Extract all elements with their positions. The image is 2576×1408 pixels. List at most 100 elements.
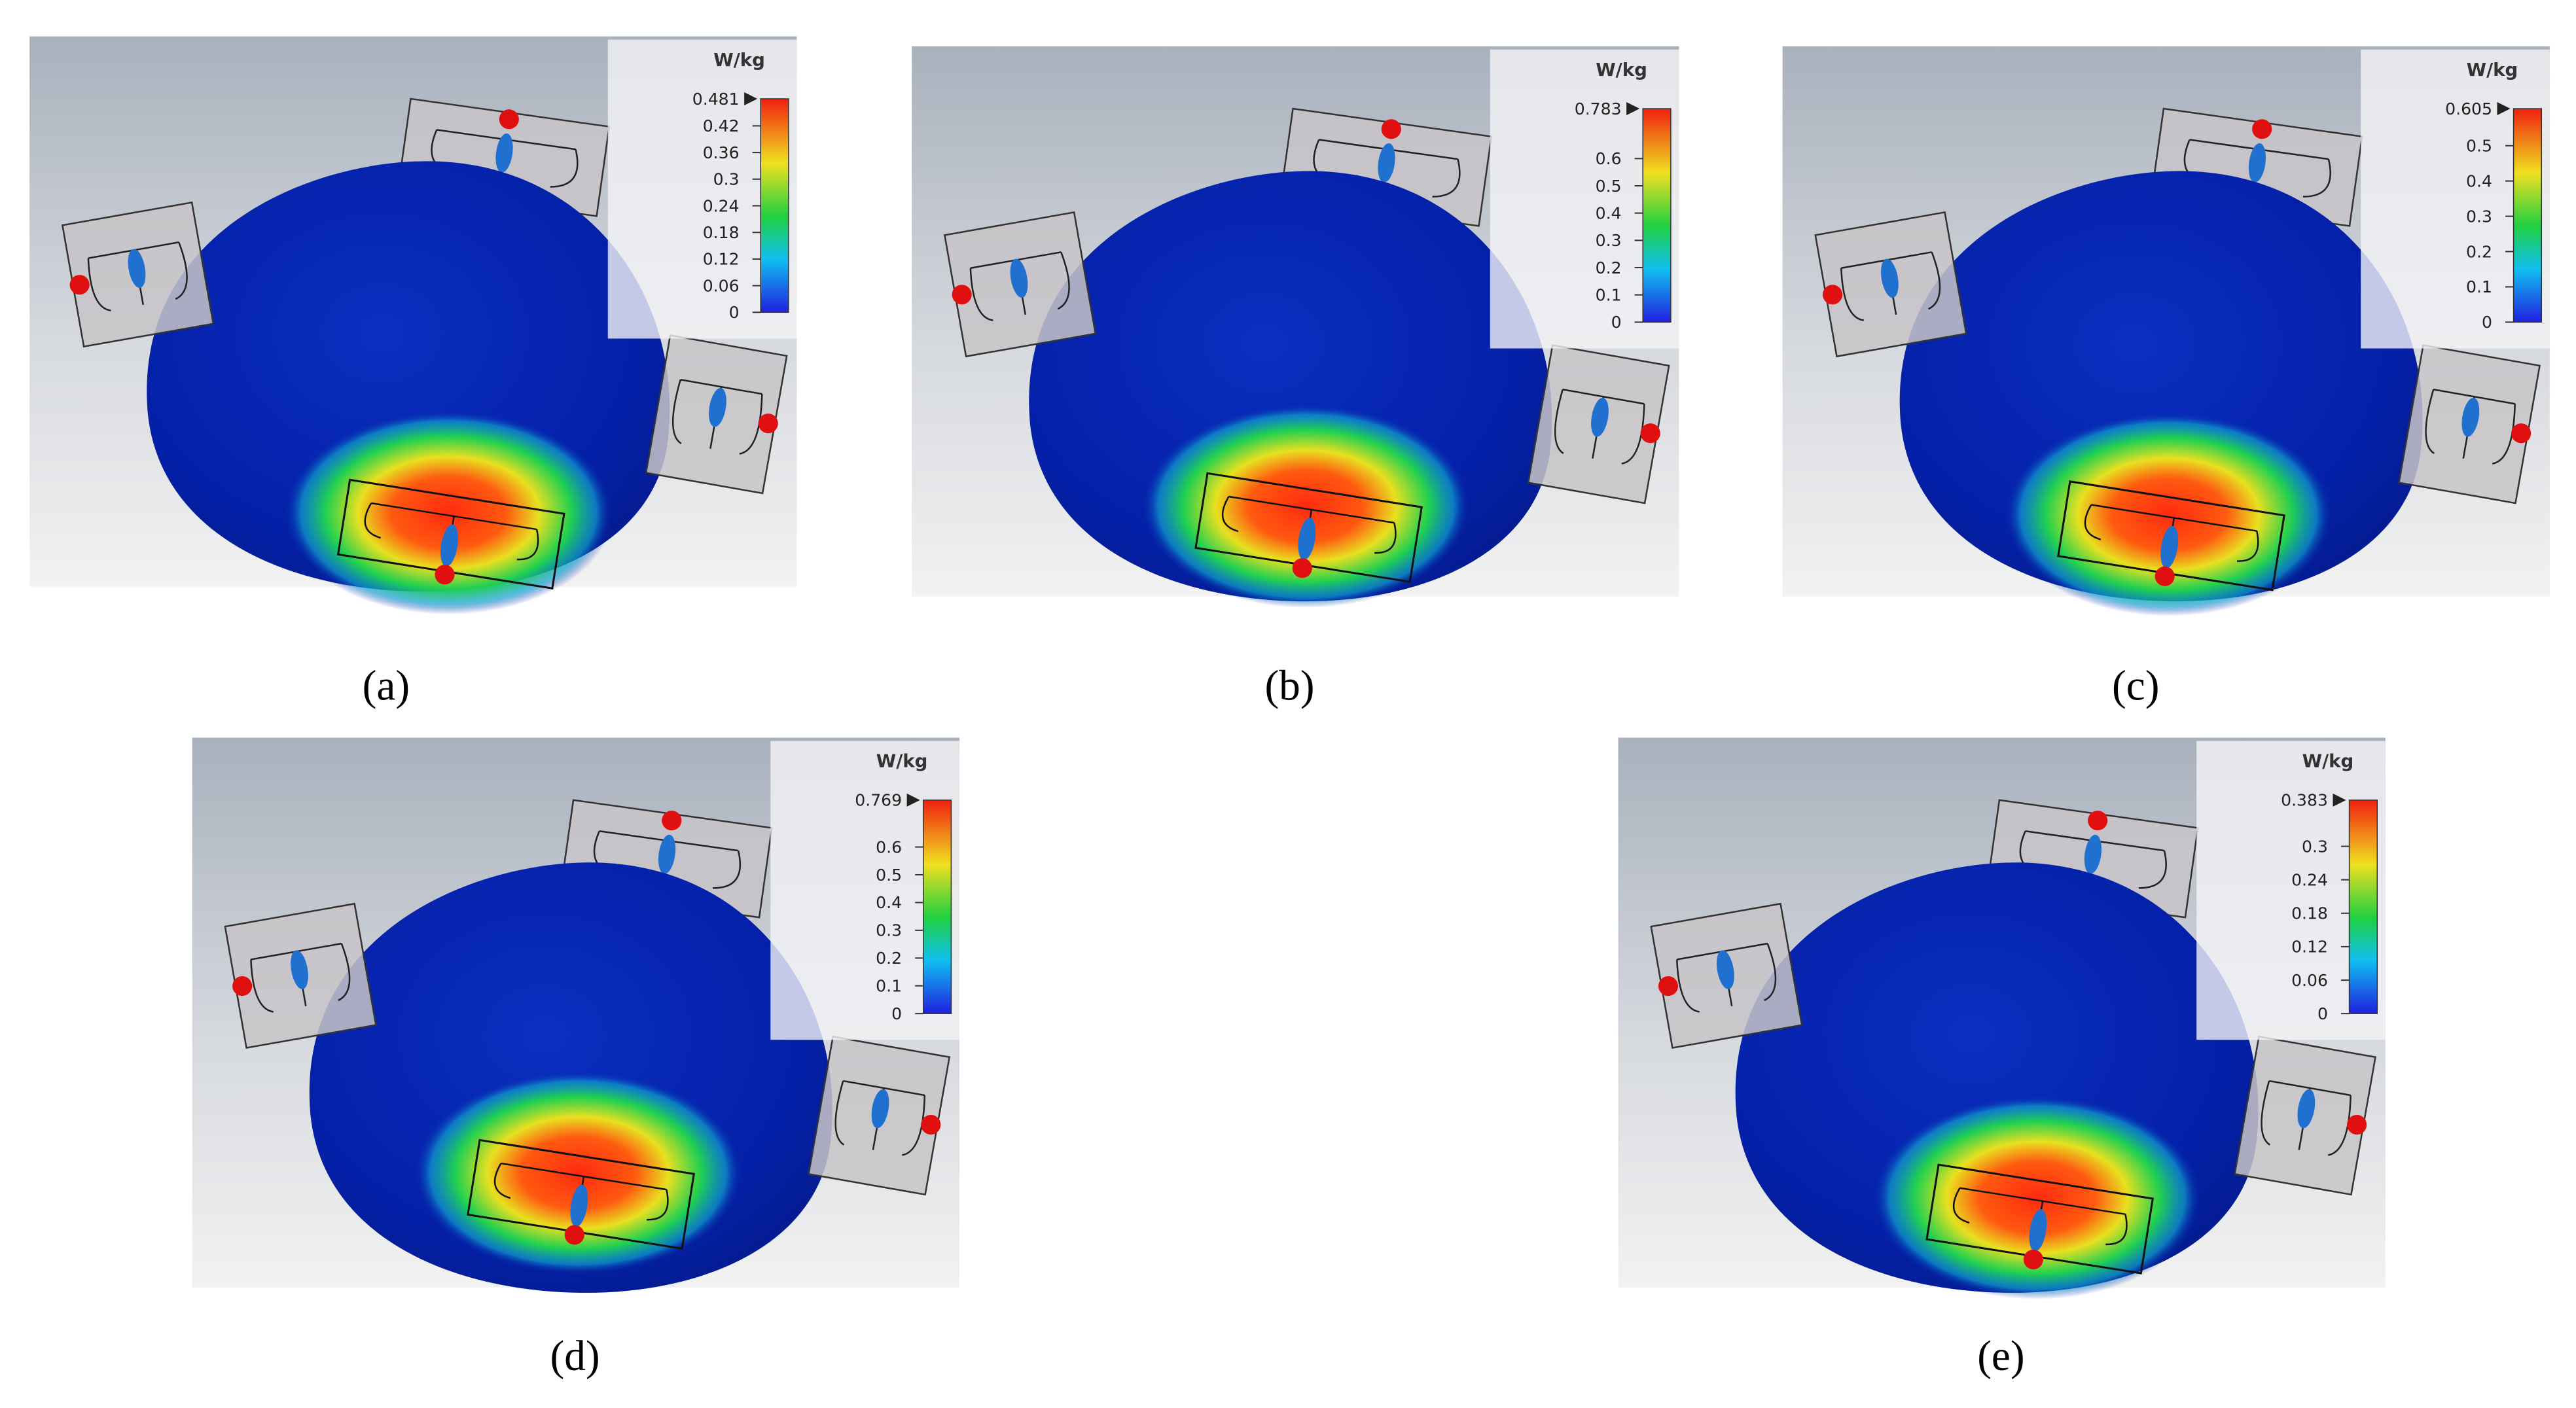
antenna-port <box>2511 423 2531 444</box>
sar-panel: W/kg 0.481 0.42 0.36 0.3 0.24 0.18 0.12 0.06 0 <box>29 36 797 615</box>
antenna-port <box>662 811 682 831</box>
antenna-port <box>2023 1249 2043 1270</box>
antenna <box>1925 1163 2155 1275</box>
antenna-port <box>564 1225 584 1245</box>
antenna-port <box>2347 1114 2367 1135</box>
antenna-feed <box>1378 143 1395 183</box>
antenna-port <box>1381 119 1401 139</box>
sar-panel: W/kg 0.605 0.5 0.4 0.3 0.2 0.1 0 <box>1782 46 2550 616</box>
antenna-port <box>435 565 455 585</box>
colorbar-tick-label: 0.4 <box>876 893 902 912</box>
colorbar-tick-label: 0.18 <box>2291 904 2328 923</box>
max-arrow <box>2497 102 2511 116</box>
antenna-port <box>2252 119 2272 139</box>
max-arrow <box>2333 793 2346 807</box>
panel-caption: (e) <box>1977 1333 2024 1380</box>
sar-hotspot <box>1141 404 1471 608</box>
sar-hotspot <box>414 1071 743 1275</box>
antenna-port <box>921 1114 941 1135</box>
colorbar-tick-label: 0.2 <box>876 949 902 968</box>
colorbar-unit: W/kg <box>2467 59 2518 80</box>
antenna <box>1814 211 1967 358</box>
colorbar-tick-label: 0.06 <box>703 276 740 295</box>
panel-caption: (c) <box>2112 663 2159 710</box>
panel-caption: (b) <box>1264 663 1314 710</box>
colorbar-max-label: 0.783 <box>1575 99 1622 118</box>
antenna-feed <box>2029 1209 2047 1252</box>
antenna <box>1650 902 1803 1049</box>
colorbar <box>2513 108 2543 323</box>
antenna-feed <box>1010 258 1028 298</box>
colorbar-tick-label: 0.4 <box>1596 203 1622 222</box>
antenna-feed <box>1298 518 1316 560</box>
colorbar-tick-label: 0.6 <box>876 837 902 856</box>
colorbar-tick-label: 0.3 <box>2302 837 2328 856</box>
colorbar-tick-label: 0 <box>1611 313 1622 332</box>
colorbar-tick-label: 0.4 <box>2466 171 2492 190</box>
colorbar-tick-label: 0.5 <box>876 866 902 885</box>
colorbar-tick-label: 0.42 <box>703 116 740 135</box>
max-arrow <box>1626 102 1640 116</box>
max-arrow <box>744 92 758 106</box>
antenna-feed <box>658 834 676 874</box>
colorbar-tick-label: 0.06 <box>2291 971 2328 990</box>
colorbar-tick-label: 0.18 <box>703 223 740 242</box>
antenna-port <box>499 109 519 130</box>
colorbar-unit: W/kg <box>713 49 765 71</box>
colorbar-unit: W/kg <box>876 750 928 772</box>
max-arrow <box>906 793 920 807</box>
antenna-feed <box>2248 143 2266 183</box>
antenna <box>943 211 1097 358</box>
antenna-feed <box>2160 525 2179 569</box>
antenna-feed <box>1880 258 1899 298</box>
antenna <box>2234 1035 2376 1196</box>
colorbar-tick-label: 0.2 <box>1596 258 1622 277</box>
antenna-feed <box>1591 398 1609 437</box>
colorbar-tick-label: 0.3 <box>1596 231 1622 250</box>
colorbar-tick-label: 0 <box>2482 313 2492 332</box>
colorbar-tick-label: 0.1 <box>876 977 902 996</box>
colorbar-max-label: 0.383 <box>2281 791 2328 810</box>
colorbar-tick-label: 0.24 <box>703 196 740 215</box>
colorbar-tick-label: 0.2 <box>2466 242 2492 261</box>
antenna-port <box>1822 285 1843 305</box>
colorbar-tick-label: 0.12 <box>703 250 740 269</box>
antenna <box>1527 344 1670 504</box>
colorbar-tick-label: 0 <box>729 303 740 322</box>
antenna-feed <box>128 249 146 289</box>
antenna <box>224 902 377 1049</box>
colorbar-tick-label: 0.1 <box>2466 277 2492 296</box>
antenna <box>1194 472 1423 583</box>
colorbar-tick-label: 0.5 <box>1596 177 1622 196</box>
colorbar-tick-label: 0.24 <box>2291 870 2328 889</box>
antenna-port <box>2088 811 2108 831</box>
sar-panel: W/kg 0.769 0.6 0.5 0.4 0.3 0.2 0.1 0 <box>192 737 959 1293</box>
colorbar-tick-label: 0.3 <box>876 921 902 940</box>
antenna-port <box>69 275 90 295</box>
antenna <box>2057 480 2285 591</box>
colorbar-tick-label: 0.3 <box>2466 207 2492 226</box>
antenna-port <box>2155 566 2175 586</box>
antenna-port <box>1292 558 1312 578</box>
colorbar-unit: W/kg <box>2302 750 2354 772</box>
antenna <box>2398 344 2541 504</box>
sar-hotspot <box>284 410 613 615</box>
antenna <box>808 1035 951 1196</box>
colorbar-max-label: 0.605 <box>2445 99 2492 118</box>
antenna <box>467 1138 695 1250</box>
antenna-feed <box>871 1089 889 1129</box>
antenna-port <box>758 414 778 434</box>
panel-caption: (d) <box>550 1333 600 1380</box>
colorbar <box>760 98 789 313</box>
colorbar-max-label: 0.481 <box>692 90 740 109</box>
antenna-feed <box>709 387 726 427</box>
antenna-feed <box>2084 834 2102 874</box>
colorbar <box>1642 108 1672 323</box>
antenna-feed <box>495 133 513 173</box>
antenna-feed <box>291 950 308 989</box>
antenna-port <box>232 976 253 996</box>
colorbar-max-label: 0.769 <box>855 791 902 810</box>
antenna-port <box>952 285 972 305</box>
antenna <box>61 201 215 348</box>
